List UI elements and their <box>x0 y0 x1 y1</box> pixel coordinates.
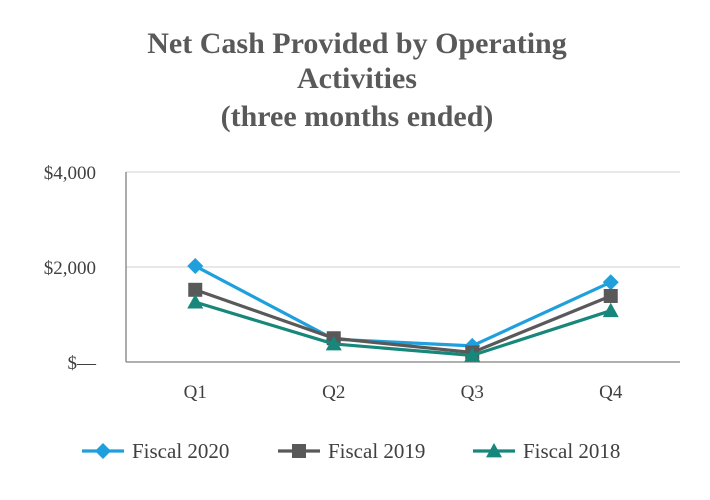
legend-item-fiscal-2020: Fiscal 2020 <box>82 439 229 463</box>
gridlines <box>126 171 680 268</box>
x-tick-label-q3: Q3 <box>461 382 484 403</box>
legend-marker-fiscal-2020 <box>95 443 111 459</box>
point-fiscal-2020-q1 <box>187 258 204 275</box>
x-tick-label-q2: Q2 <box>322 382 345 403</box>
series-line-fiscal-2019 <box>194 288 612 355</box>
title-line-1: Net Cash Provided by Operating <box>147 27 566 60</box>
point-fiscal-2018-q3 <box>464 347 481 362</box>
series <box>187 258 619 362</box>
legend-label-fiscal-2019: Fiscal 2019 <box>328 439 425 463</box>
title-line-3: (three months ended) <box>221 100 494 133</box>
series-fiscal-2018 <box>187 294 619 362</box>
x-tick-label-q4: Q4 <box>599 382 623 403</box>
legend-label-fiscal-2018: Fiscal 2018 <box>523 439 620 463</box>
point-fiscal-2018-q1 <box>187 294 204 309</box>
series-fiscal-2020 <box>187 258 619 354</box>
y-tick-label-2: $4,000 <box>44 163 96 184</box>
legend-marker-fiscal-2018 <box>486 443 502 458</box>
series-line-fiscal-2018 <box>194 300 612 357</box>
legend-item-fiscal-2019: Fiscal 2019 <box>278 439 425 463</box>
title-line-2: Activities <box>297 62 417 95</box>
point-fiscal-2020-q4 <box>602 274 619 291</box>
point-fiscal-2018-q4 <box>602 302 619 318</box>
legend-marker-fiscal-2019 <box>292 444 306 458</box>
point-fiscal-2018-q2 <box>325 335 342 351</box>
legend: Fiscal 2020 Fiscal 2019 Fiscal 2018 <box>82 439 620 463</box>
y-tick-label-1: $2,000 <box>44 258 96 279</box>
x-tick-label-q1: Q1 <box>184 382 207 403</box>
point-fiscal-2019-q1 <box>188 282 203 297</box>
x-axis-tick-labels: Q1 Q2 Q3 Q4 <box>184 382 623 403</box>
chart-title: Net Cash Provided by Operating Activitie… <box>147 27 566 133</box>
legend-label-fiscal-2020: Fiscal 2020 <box>132 439 229 463</box>
legend-item-fiscal-2018: Fiscal 2018 <box>473 439 620 463</box>
y-tick-label-0: $— <box>68 353 98 374</box>
point-fiscal-2019-q4 <box>603 288 618 303</box>
axes <box>125 172 680 363</box>
series-line-fiscal-2020 <box>194 264 612 348</box>
y-axis-tick-labels: $— $2,000 $4,000 <box>44 163 97 374</box>
